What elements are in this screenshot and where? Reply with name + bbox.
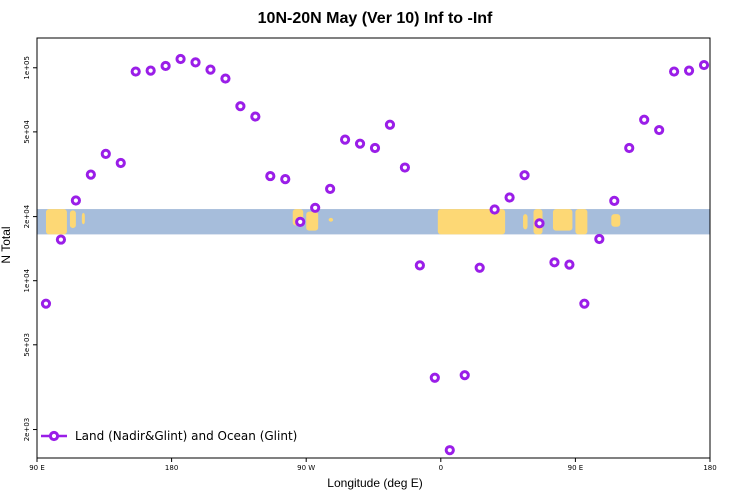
data-point (564, 259, 575, 270)
data-point (130, 66, 141, 77)
data-point (205, 64, 216, 75)
data-point (654, 124, 665, 136)
data-point (519, 170, 530, 181)
y-tick-label: 2e+04 (23, 204, 31, 228)
ocean-band (37, 209, 710, 235)
land-shape (523, 214, 528, 230)
chart-title: 10N-20N May (Ver 10) Inf to -Inf (257, 10, 493, 27)
data-point (354, 138, 366, 149)
data-point (190, 57, 201, 68)
land-shape (81, 212, 85, 225)
y-tick-label: 5e+03 (23, 333, 31, 357)
land-shape (69, 210, 76, 229)
land-shape (611, 214, 621, 227)
data-point (280, 174, 291, 185)
land-shape (575, 209, 588, 235)
legend-marker-icon (48, 430, 60, 442)
x-tick-label: 90 E (29, 464, 45, 472)
data-point (414, 260, 425, 271)
x-tick-label: 90 W (297, 464, 315, 472)
data-point (489, 204, 500, 215)
data-point (235, 101, 246, 112)
data-point (534, 218, 545, 229)
data-point (295, 216, 306, 227)
data-point (85, 169, 96, 180)
land-shape (306, 211, 319, 231)
x-tick-label: 90 E (568, 464, 584, 472)
data-point (310, 202, 321, 213)
legend: Land (Nadir&Glint) and Ocean (Glint) (41, 429, 297, 443)
data-point (474, 262, 485, 273)
y-tick-label: 5e+04 (23, 120, 31, 144)
data-point (399, 162, 411, 173)
data-point (429, 372, 440, 383)
data-point (325, 183, 336, 194)
data-point (579, 298, 590, 309)
data-point (160, 60, 171, 72)
data-point (698, 59, 710, 71)
x-axis-label: Longitude (deg E) (327, 476, 423, 490)
data-point (70, 195, 81, 206)
x-tick-label: 0 (439, 464, 443, 472)
data-point (265, 170, 276, 182)
data-point (40, 298, 52, 309)
data-point (100, 148, 111, 160)
plot-frame (36, 37, 711, 459)
data-point (594, 233, 605, 245)
data-point (339, 134, 351, 145)
data-point (145, 65, 156, 76)
x-tick-label: 180 (165, 464, 178, 472)
y-tick-label: 2e+03 (23, 418, 31, 442)
data-point (444, 445, 455, 456)
data-point (55, 234, 67, 245)
y-axis-ticks: 2e+03 5e+03 1e+04 2e+04 5e+04 1e+05 (23, 56, 37, 441)
data-point (683, 65, 695, 76)
data-point (369, 142, 381, 154)
data-point (115, 157, 126, 169)
data-point (504, 192, 515, 203)
y-tick-label: 1e+04 (23, 268, 31, 292)
data-point (624, 142, 635, 154)
land-shape (45, 209, 67, 235)
land-shape (328, 217, 334, 222)
y-tick-label: 1e+05 (23, 56, 31, 80)
data-points (40, 53, 710, 456)
land-shape (437, 209, 506, 235)
legend-label: Land (Nadir&Glint) and Ocean (Glint) (75, 429, 297, 443)
x-tick-label: 180 (703, 464, 716, 472)
data-point (250, 111, 261, 122)
x-axis-ticks: 90 E 180 90 W 0 90 E 180 (29, 458, 717, 472)
data-point (384, 119, 396, 130)
data-point (609, 195, 620, 207)
data-point (639, 114, 650, 125)
data-point (175, 53, 186, 65)
data-point (459, 370, 470, 381)
data-point (549, 257, 560, 268)
data-point (220, 73, 231, 84)
land-shape (552, 209, 573, 231)
data-point (669, 66, 680, 77)
land-ocean-band (37, 209, 710, 235)
